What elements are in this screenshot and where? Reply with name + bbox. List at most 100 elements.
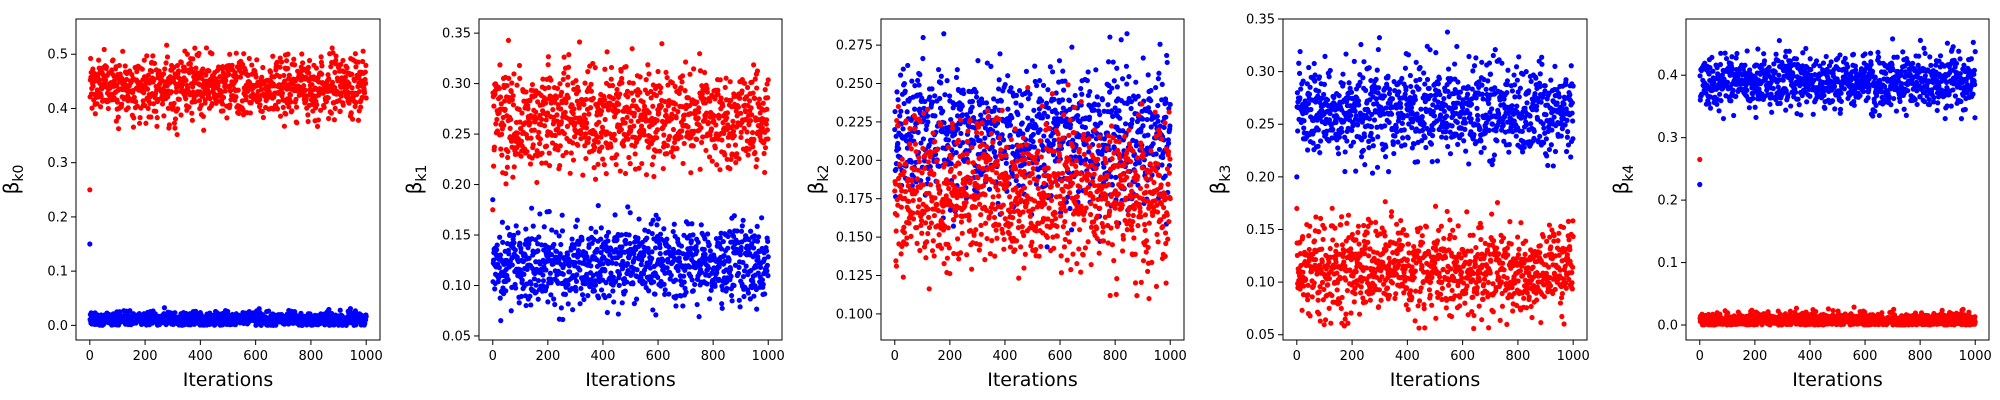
data-point bbox=[1050, 69, 1056, 75]
data-point bbox=[102, 77, 109, 83]
data-point bbox=[657, 245, 663, 251]
y-axis-label: βk0 bbox=[0, 165, 27, 195]
data-point bbox=[912, 106, 918, 112]
data-point bbox=[635, 118, 641, 124]
data-point bbox=[363, 313, 369, 320]
data-point bbox=[153, 108, 159, 114]
data-point bbox=[361, 90, 368, 96]
data-point bbox=[727, 266, 734, 273]
data-point bbox=[113, 118, 119, 124]
data-point bbox=[164, 42, 170, 48]
data-point bbox=[673, 303, 679, 309]
data-point bbox=[96, 57, 102, 63]
data-point bbox=[536, 129, 542, 135]
data-point bbox=[503, 170, 509, 177]
data-point bbox=[493, 121, 499, 127]
data-point bbox=[725, 245, 731, 251]
data-point bbox=[978, 112, 984, 118]
data-point bbox=[718, 246, 725, 252]
data-point bbox=[717, 235, 723, 241]
data-point bbox=[323, 99, 329, 105]
data-point bbox=[492, 286, 498, 292]
data-point bbox=[707, 98, 713, 104]
data-point bbox=[291, 56, 297, 62]
data-point bbox=[724, 156, 730, 162]
data-point bbox=[1145, 105, 1152, 111]
data-point bbox=[359, 94, 365, 100]
data-point bbox=[636, 165, 642, 171]
data-point bbox=[734, 151, 740, 157]
data-point bbox=[498, 131, 505, 137]
data-point bbox=[709, 270, 715, 276]
data-point bbox=[503, 181, 509, 187]
data-point bbox=[134, 68, 140, 75]
data-point bbox=[712, 283, 718, 289]
data-point bbox=[349, 85, 355, 91]
data-point bbox=[566, 52, 572, 58]
data-point bbox=[1133, 79, 1139, 85]
data-point bbox=[145, 105, 151, 111]
data-point bbox=[257, 96, 263, 103]
data-point bbox=[571, 134, 578, 140]
y-tick-label: 0.05 bbox=[442, 329, 471, 344]
data-point bbox=[905, 62, 911, 69]
data-point bbox=[640, 99, 646, 105]
data-point bbox=[347, 305, 354, 312]
data-point bbox=[605, 238, 611, 244]
data-point bbox=[494, 128, 501, 134]
data-point bbox=[690, 288, 696, 294]
data-point bbox=[325, 95, 331, 101]
data-point bbox=[144, 86, 151, 92]
data-point bbox=[207, 96, 213, 102]
data-point bbox=[764, 268, 770, 274]
data-point bbox=[149, 68, 155, 74]
data-point bbox=[514, 82, 520, 88]
data-point bbox=[681, 279, 687, 285]
data-point bbox=[1067, 205, 1073, 212]
data-point bbox=[558, 241, 564, 248]
data-point bbox=[591, 165, 597, 171]
data-point bbox=[506, 251, 512, 257]
data-point bbox=[362, 76, 368, 83]
data-point bbox=[602, 66, 608, 72]
data-point bbox=[923, 126, 929, 132]
data-point bbox=[960, 139, 966, 146]
data-point bbox=[992, 105, 998, 111]
data-point bbox=[1045, 87, 1051, 93]
data-point bbox=[565, 95, 571, 101]
data-point bbox=[693, 243, 699, 250]
data-point bbox=[988, 63, 994, 69]
data-point bbox=[610, 274, 617, 280]
data-point bbox=[603, 171, 609, 177]
data-point bbox=[580, 172, 586, 178]
data-point bbox=[754, 85, 760, 91]
data-point bbox=[586, 111, 592, 117]
data-point bbox=[281, 72, 287, 79]
data-point bbox=[260, 64, 266, 71]
data-point bbox=[1038, 98, 1045, 104]
data-point bbox=[521, 271, 527, 277]
data-point bbox=[728, 156, 734, 163]
data-point bbox=[752, 149, 758, 156]
data-point bbox=[510, 174, 516, 180]
data-point bbox=[575, 88, 582, 94]
data-point bbox=[645, 62, 651, 68]
data-point bbox=[540, 76, 546, 82]
data-point bbox=[1144, 116, 1150, 123]
data-point bbox=[114, 83, 120, 89]
data-point bbox=[639, 160, 645, 167]
data-point bbox=[1040, 82, 1047, 88]
data-point bbox=[570, 157, 577, 163]
data-point bbox=[602, 268, 608, 274]
data-point bbox=[610, 82, 616, 89]
data-point bbox=[555, 126, 561, 132]
data-point bbox=[363, 80, 369, 86]
data-point bbox=[548, 280, 554, 286]
data-point bbox=[645, 228, 652, 235]
data-point bbox=[233, 50, 239, 56]
data-point bbox=[722, 152, 728, 158]
data-point bbox=[760, 100, 766, 106]
data-point bbox=[719, 137, 725, 143]
data-point bbox=[183, 77, 189, 83]
data-point bbox=[178, 112, 184, 118]
